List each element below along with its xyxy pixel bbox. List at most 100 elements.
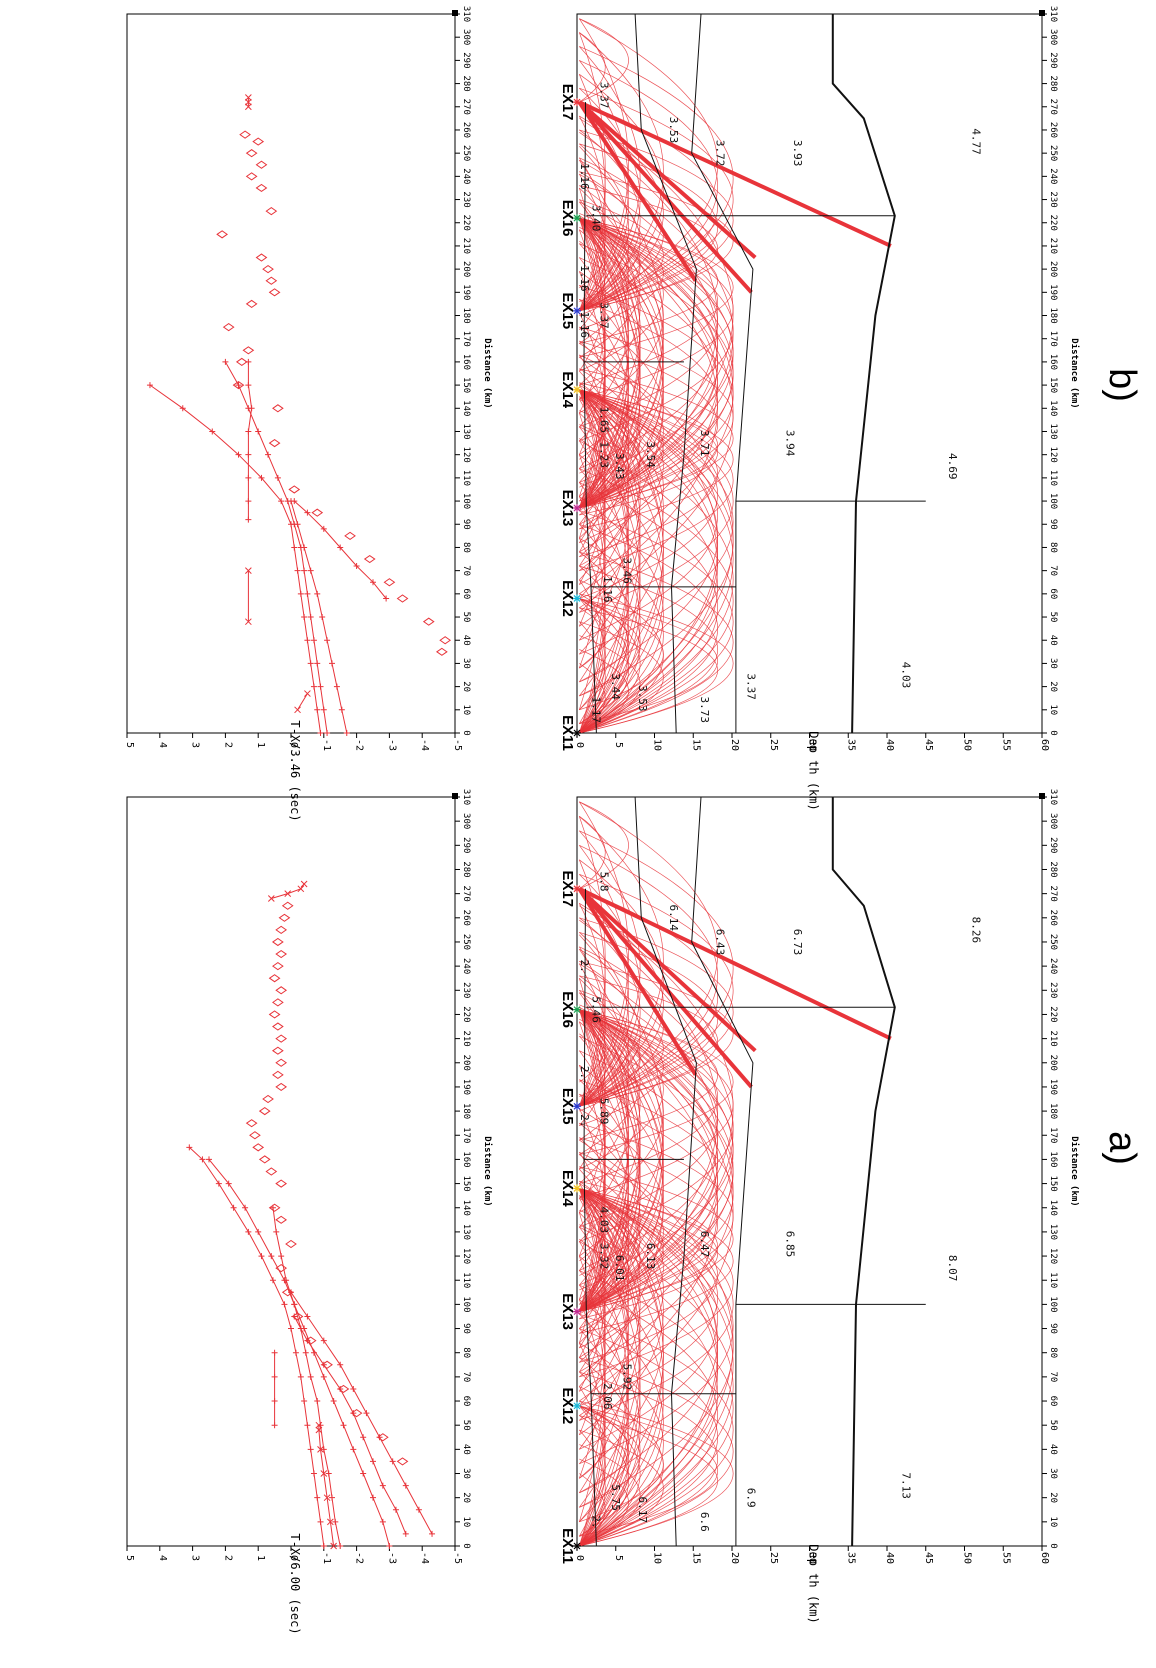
traveltime-series-0 [146,382,324,736]
velocity-label: 4.69 [946,453,959,480]
travel_time-xtick-label: 300 [461,29,471,45]
diamond-point [268,974,281,983]
plus-point [291,1301,298,1308]
diamond-point [422,617,435,626]
plus-point [245,1228,252,1235]
plus-point [291,498,298,505]
plus-point [146,382,153,389]
travel_time-xtick-label: 230 [461,191,471,207]
travel_time-xtick-label: 190 [461,1079,471,1095]
ray-path [579,621,606,734]
travel_time-xtick-label: 150 [461,1175,471,1191]
travel_time-xtick-label: 40 [461,635,471,646]
ray-path [579,1357,734,1547]
x-point [297,885,305,893]
travel_time-corner-marker [452,793,458,799]
velocity_model-xtick-label: 290 [1048,837,1058,853]
diamond-point [239,130,251,139]
travel_time-xtick-label: 280 [461,75,471,91]
velocity-labels: 2. 5.75 6.17 6.6 6.9 7.13 2.06 5.92 3.32 6.01 6.13… [578,872,982,1532]
ray-path [579,1188,734,1465]
diamond-point [344,531,356,540]
ray-path [579,217,606,372]
plus-point [324,730,331,736]
station-star-icon [573,306,581,315]
ray-path [579,1188,664,1523]
travel_time-ytick-label: 0 [288,742,299,748]
ray-path [579,917,734,1107]
plus-point [350,1385,357,1392]
travel_time-ytick-label: -3 [386,1552,397,1564]
station-label: EX13 [559,1293,576,1330]
diamond-point [245,299,258,309]
ray-path [579,454,664,734]
ray-path [579,1188,606,1435]
velocity_model-xtick-label: 30 [1048,1468,1058,1479]
layer-interface [634,13,697,734]
velocity_model-xtick-label: 300 [1048,29,1058,45]
plus-point [271,1398,278,1405]
plus-point [317,1422,324,1429]
ray-path [579,217,641,400]
ray-path [579,607,718,734]
velocity_model-xtick-label: 310 [1048,789,1058,805]
travel_time-ytick-label: -4 [419,1552,430,1564]
travel_time-ytick-label: 2 [222,742,233,748]
diamond-point [321,1360,333,1369]
plus-point [245,516,252,523]
layer-interface [583,888,597,1547]
plus-point [370,1494,376,1501]
velocity_model-xtick-label: 0 [1048,730,1058,735]
velocity_model-ytick-label: 60 [1039,739,1050,751]
traveltime-series-6 [294,690,311,714]
diamond-point [249,1131,261,1140]
x-point [327,1518,334,1526]
travel_time-ytick-label: 2 [222,1555,233,1561]
velocity_model-xtick-label: 40 [1048,635,1058,646]
ray-path [579,1371,719,1547]
ray-path [579,1180,718,1312]
ray-path [579,1188,641,1334]
velocity_model-xtick-label: 130 [1048,423,1058,439]
velocity_model-xtick-label: 200 [1048,261,1058,277]
travel_time-xtick-label: 160 [461,354,471,370]
velocity-label: 1.16 [578,265,591,292]
velocity_model-ytick-label: 40 [884,1552,895,1564]
ray-path [579,382,718,509]
ray-path [579,1405,629,1537]
ray-path [579,1183,641,1547]
ray-path [579,217,718,386]
velocity_model-xtick-label: 130 [1048,1224,1058,1240]
travel_time-xlabel: Distance (km) [482,338,493,408]
plus-point [363,1410,370,1417]
travel_time-xtick-label: 180 [461,1103,471,1119]
velocity-label: 1.16 [578,163,591,190]
ray-path [579,830,641,1107]
velocity-label: 3.32 [597,1243,610,1270]
travel_time-xtick-label: 270 [461,886,471,902]
ray-path [579,217,641,567]
travel_time-xtick-label: 310 [461,789,471,805]
plus-point [360,1434,367,1441]
ray-path [579,1009,606,1213]
velocity_model-xtick-label: 310 [1048,6,1058,22]
ray-path [579,217,641,525]
travel_time-ylabel: T-X/3.46 (sec) [288,720,302,821]
x-point [330,1542,337,1550]
travel_time-ytick-label: 1 [255,1555,266,1561]
travel_time-xtick-label: 240 [461,958,471,974]
plus-point [222,358,229,365]
ray-path [579,217,664,581]
traveltime-series-3 [269,1204,393,1549]
plus-point [332,1518,339,1525]
plus-point [209,428,216,435]
plus-point [307,614,314,621]
velocity_model-xtick-label: 180 [1048,307,1058,323]
plus-point [343,730,350,736]
travel_time-xtick-label: 100 [461,1296,471,1312]
ray-path [579,1188,641,1508]
ray-path [579,1009,664,1344]
ray-path [579,1009,641,1286]
ray-path [579,1009,629,1315]
velocity-label: 6.6 [698,1512,711,1532]
